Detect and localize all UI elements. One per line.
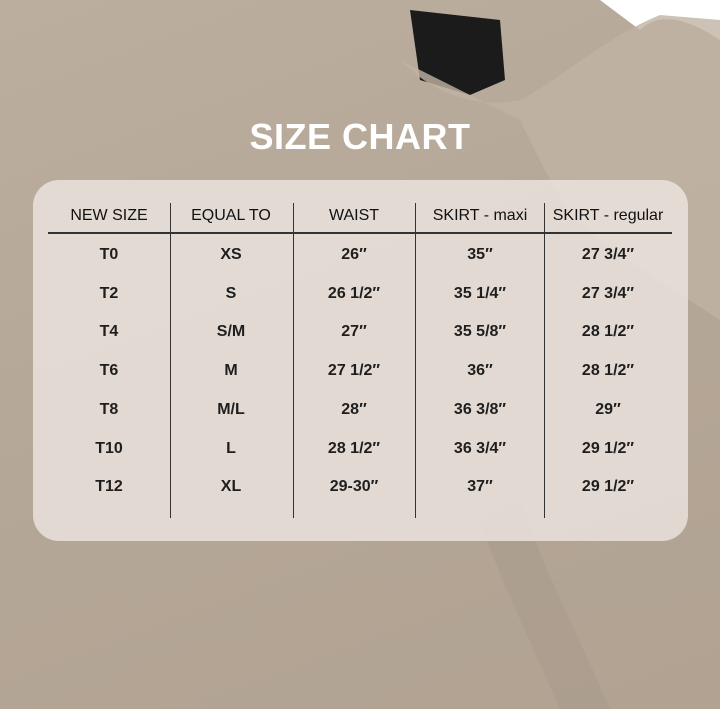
table-cell: S/M	[216, 323, 246, 341]
header-divider	[48, 232, 672, 234]
table-cell: 28 1/2″	[327, 439, 381, 457]
column-header: SKIRT - maxi	[432, 207, 528, 224]
table-cell: 28 1/2″	[581, 362, 635, 380]
column-header: NEW SIZE	[70, 207, 148, 224]
page-title: SIZE CHART	[249, 116, 471, 157]
column-divider	[293, 203, 295, 518]
table-cell: 36″	[467, 362, 493, 380]
table-cell: 29-30″	[329, 478, 379, 496]
table-cell: T2	[99, 284, 119, 302]
column-divider	[544, 203, 546, 518]
table-cell: 35 5/8″	[453, 323, 507, 341]
table-cell: T12	[95, 478, 123, 496]
table-cell: 35″	[467, 246, 493, 263]
table-cell: 26″	[341, 246, 367, 263]
table-cell: M	[224, 362, 238, 380]
column-divider	[170, 203, 172, 518]
table-cell: 28 1/2″	[581, 323, 635, 341]
table-cell: T0	[99, 246, 119, 263]
table-cell: M/L	[217, 400, 245, 418]
table-cell: 36 3/4″	[453, 439, 507, 457]
table-cell: 29 1/2″	[581, 439, 635, 457]
table-cell: 29″	[595, 400, 621, 418]
table-cell: XL	[220, 478, 242, 496]
table-cell: T8	[99, 400, 119, 418]
table-cell: XS	[220, 246, 242, 263]
table-cell: S	[225, 284, 237, 302]
table-cell: 35 1/4″	[453, 284, 507, 302]
table-cell: 27 1/2″	[327, 362, 381, 380]
table-cell: 27″	[341, 323, 367, 341]
table-cell: 27 3/4″	[581, 246, 635, 263]
column-divider	[415, 203, 417, 518]
column-header: WAIST	[328, 207, 380, 224]
table-cell: 37″	[467, 478, 493, 496]
table-cell: 26 1/2″	[327, 284, 381, 302]
table-cell: T6	[99, 362, 119, 380]
table-cell: L	[226, 439, 236, 457]
column-header: SKIRT - regular	[552, 207, 664, 224]
table-cell: 29 1/2″	[581, 478, 635, 496]
column-header: EQUAL TO	[191, 207, 271, 224]
table-cell: T10	[95, 439, 123, 457]
table-cell: T4	[99, 323, 119, 341]
table-cell: 28″	[341, 400, 367, 418]
table-cell: 36 3/8″	[453, 400, 507, 418]
size-table-panel	[33, 180, 688, 541]
table-cell: 27 3/4″	[581, 284, 635, 302]
